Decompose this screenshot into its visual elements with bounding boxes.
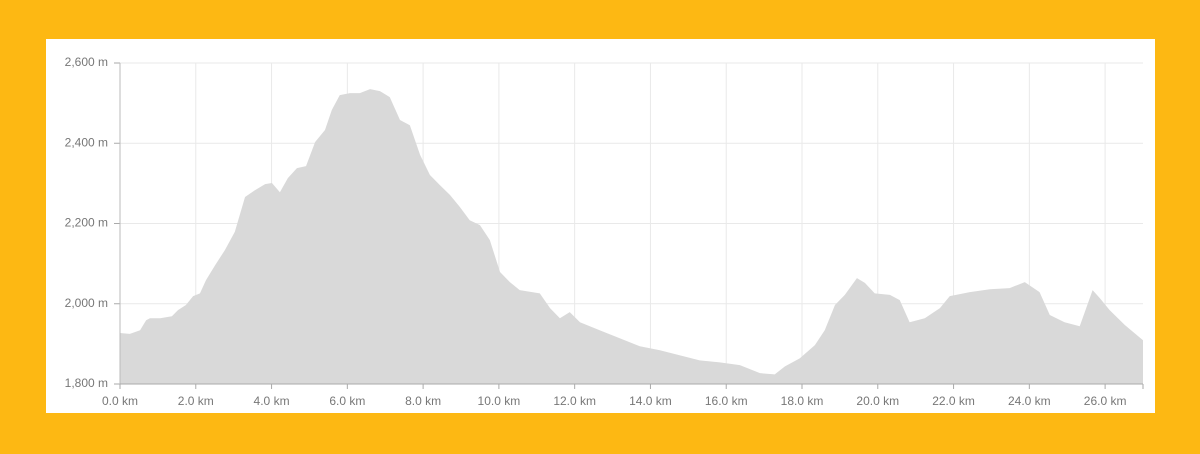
- y-tick-label: 2,000 m: [65, 296, 108, 310]
- x-tick-label: 2.0 km: [178, 394, 214, 408]
- x-tick-label: 14.0 km: [629, 394, 672, 408]
- x-tick-label: 20.0 km: [856, 394, 899, 408]
- x-tick-label: 22.0 km: [932, 394, 975, 408]
- x-tick-label: 8.0 km: [405, 394, 441, 408]
- x-tick-label: 26.0 km: [1084, 394, 1127, 408]
- x-tick-label: 4.0 km: [254, 394, 290, 408]
- x-tick-label: 16.0 km: [705, 394, 748, 408]
- x-tick-label: 10.0 km: [478, 394, 521, 408]
- x-tick-label: 24.0 km: [1008, 394, 1051, 408]
- x-tick-label: 12.0 km: [553, 394, 596, 408]
- y-tick-label: 2,400 m: [65, 135, 108, 149]
- y-tick-label: 2,200 m: [65, 216, 108, 230]
- x-tick-label: 6.0 km: [329, 394, 365, 408]
- y-tick-label: 2,600 m: [65, 55, 108, 69]
- x-tick-label: 18.0 km: [781, 394, 824, 408]
- y-tick-label: 1,800 m: [65, 376, 108, 390]
- x-tick-label: 0.0 km: [102, 394, 138, 408]
- elevation-area: [120, 89, 1143, 385]
